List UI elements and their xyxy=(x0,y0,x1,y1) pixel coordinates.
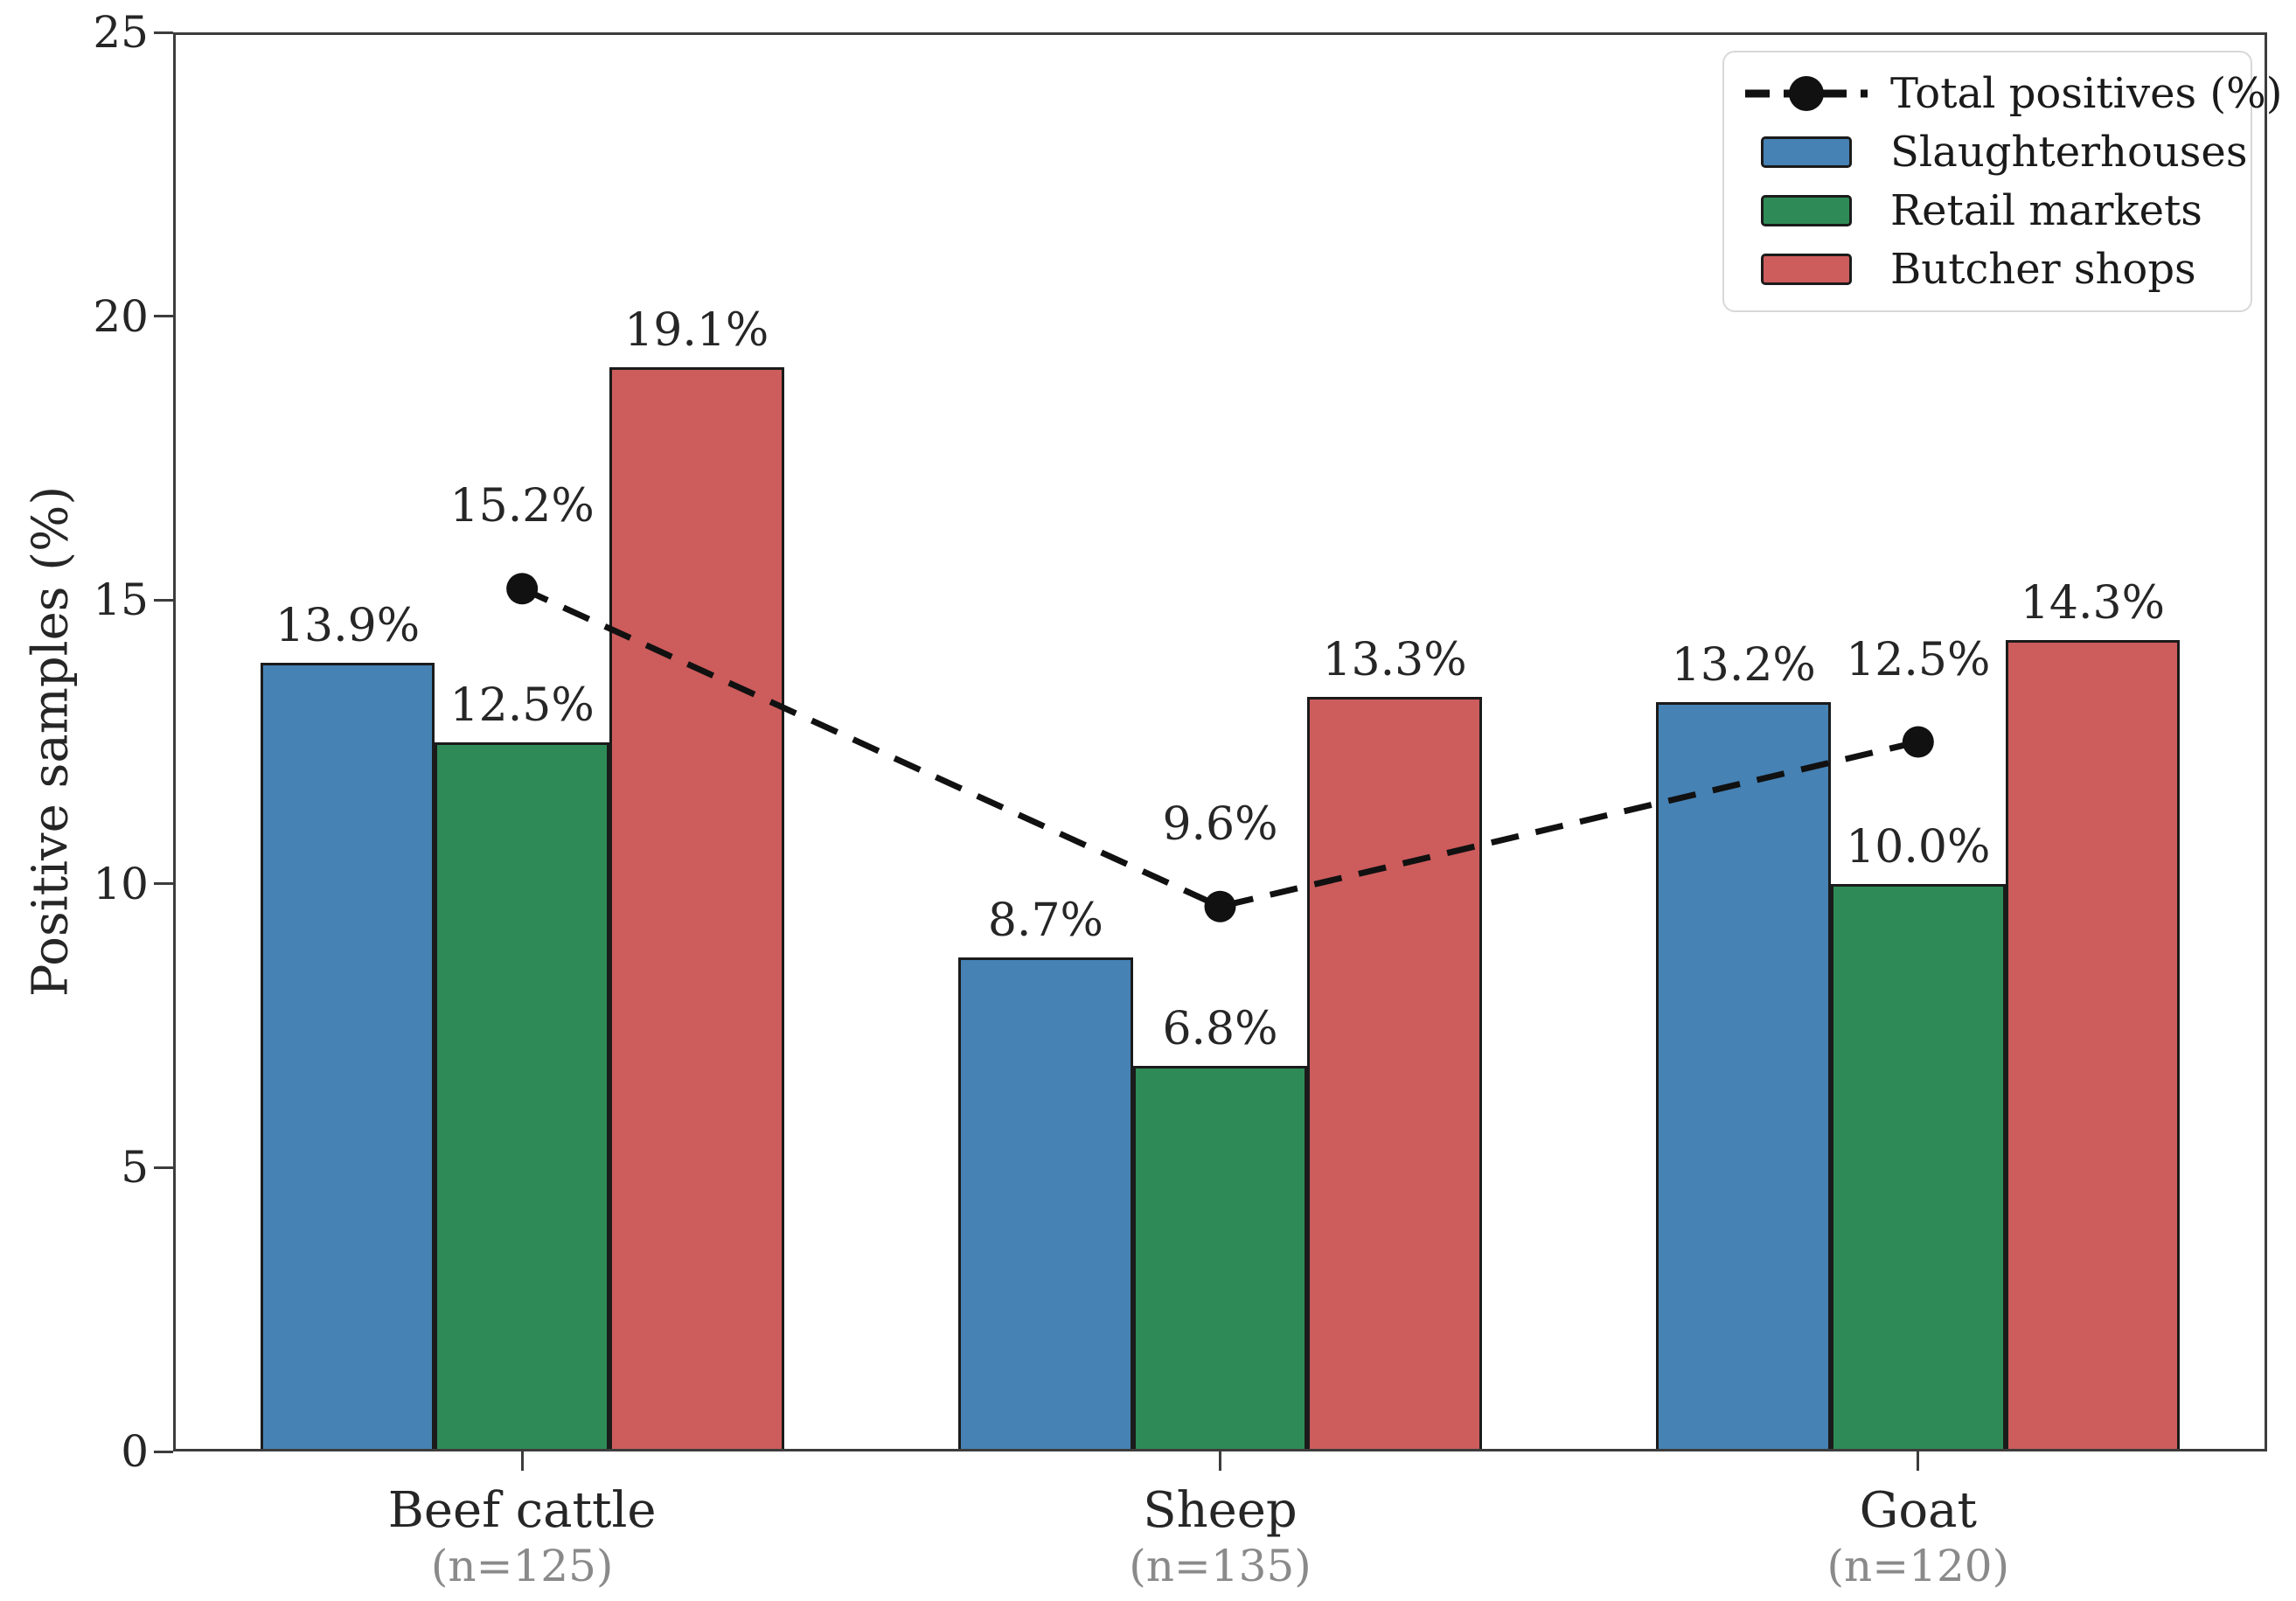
bar-value-label: 10.0% xyxy=(1846,820,1991,874)
legend-color-patch-icon xyxy=(1761,194,1852,226)
legend-row-2: Retail markets xyxy=(1745,184,2230,238)
x-category-sublabel-1: (n=135) xyxy=(1129,1541,1312,1591)
x-category-label-0: Beef cattle xyxy=(387,1482,657,1539)
bar-value-label: 12.5% xyxy=(449,679,595,732)
bar-slaughterhouses-2 xyxy=(1656,702,1832,1451)
y-tick-mark-10 xyxy=(154,882,173,886)
y-tick-label-25: 25 xyxy=(93,7,149,58)
y-tick-mark-20 xyxy=(154,315,173,318)
legend-row-3: Butcher shops xyxy=(1745,242,2230,296)
y-tick-label-5: 5 xyxy=(121,1142,149,1194)
x-tick-mark-2 xyxy=(1917,1451,1920,1471)
y-tick-mark-25 xyxy=(154,31,173,34)
bar-retail-markets-0 xyxy=(435,741,609,1451)
legend-row-0: Total positives (%) xyxy=(1745,66,2282,121)
bar-value-label: 8.7% xyxy=(987,894,1103,948)
x-category-sublabel-2: (n=120) xyxy=(1826,1541,2010,1591)
legend: Total positives (%) Slaughterhouses Retail… xyxy=(1722,51,2282,312)
x-tick-mark-0 xyxy=(520,1451,524,1471)
bar-slaughterhouses-0 xyxy=(260,662,435,1451)
legend-swatch-2 xyxy=(1745,194,1868,226)
x-category-label-2: Goat xyxy=(1859,1482,1977,1539)
bar-retail-markets-1 xyxy=(1132,1065,1308,1451)
bar-butcher-shops-0 xyxy=(609,367,784,1451)
bar-butcher-shops-2 xyxy=(2005,639,2181,1451)
bar-value-label: 13.2% xyxy=(1671,639,1816,693)
bar-value-label: 6.8% xyxy=(1162,1002,1278,1055)
legend-swatch-3 xyxy=(1745,253,1868,285)
x-category-label-1: Sheep xyxy=(1143,1482,1298,1539)
line-marker-2 xyxy=(1902,726,1934,758)
x-tick-mark-1 xyxy=(1219,1451,1221,1471)
y-tick-label-10: 10 xyxy=(93,858,149,909)
legend-swatch-0 xyxy=(1745,74,1868,113)
line-marker-0 xyxy=(506,573,539,605)
line-marker-1 xyxy=(1204,890,1236,922)
y-tick-mark-5 xyxy=(154,1166,173,1169)
y-axis-title: Positive samples (%) xyxy=(22,485,80,998)
legend-dashed-line-marker-icon xyxy=(1745,76,1868,112)
total-positives-dashed-line xyxy=(520,586,1919,910)
bar-value-label: 13.9% xyxy=(275,599,421,652)
legend-label-2: Retail markets xyxy=(1890,185,2202,235)
legend-label-1: Slaughterhouses xyxy=(1890,128,2248,178)
legend-color-patch-icon xyxy=(1761,253,1852,285)
legend-swatch-1 xyxy=(1745,136,1868,169)
plot-area: 13.9% 8.7% 13.2% 12.5% 6.8% 10.0% 19.1% 13.3% 14… xyxy=(173,32,2267,1451)
y-tick-label-20: 20 xyxy=(93,290,149,342)
bar-value-label: 14.3% xyxy=(2020,576,2166,630)
bar-value-label: 19.1% xyxy=(624,304,769,358)
legend-label-0: Total positives (%) xyxy=(1890,69,2283,119)
line-value-label: 9.6% xyxy=(1162,797,1278,851)
total-positives-line-layer xyxy=(506,573,1934,922)
bar-value-label: 13.3% xyxy=(1322,633,1467,686)
legend-color-patch-icon xyxy=(1761,136,1852,169)
bar-butcher-shops-1 xyxy=(1307,696,1482,1451)
bar-retail-markets-2 xyxy=(1831,883,2006,1451)
legend-row-1: Slaughterhouses xyxy=(1745,125,2247,179)
y-tick-mark-0 xyxy=(154,1450,173,1453)
line-value-label: 15.2% xyxy=(449,480,595,533)
line-value-label: 12.5% xyxy=(1846,633,1991,686)
x-category-sublabel-0: (n=125) xyxy=(430,1541,614,1591)
y-tick-mark-15 xyxy=(154,598,173,602)
y-tick-label-15: 15 xyxy=(93,574,149,626)
y-tick-label-0: 0 xyxy=(121,1426,149,1477)
legend-label-3: Butcher shops xyxy=(1890,244,2196,294)
